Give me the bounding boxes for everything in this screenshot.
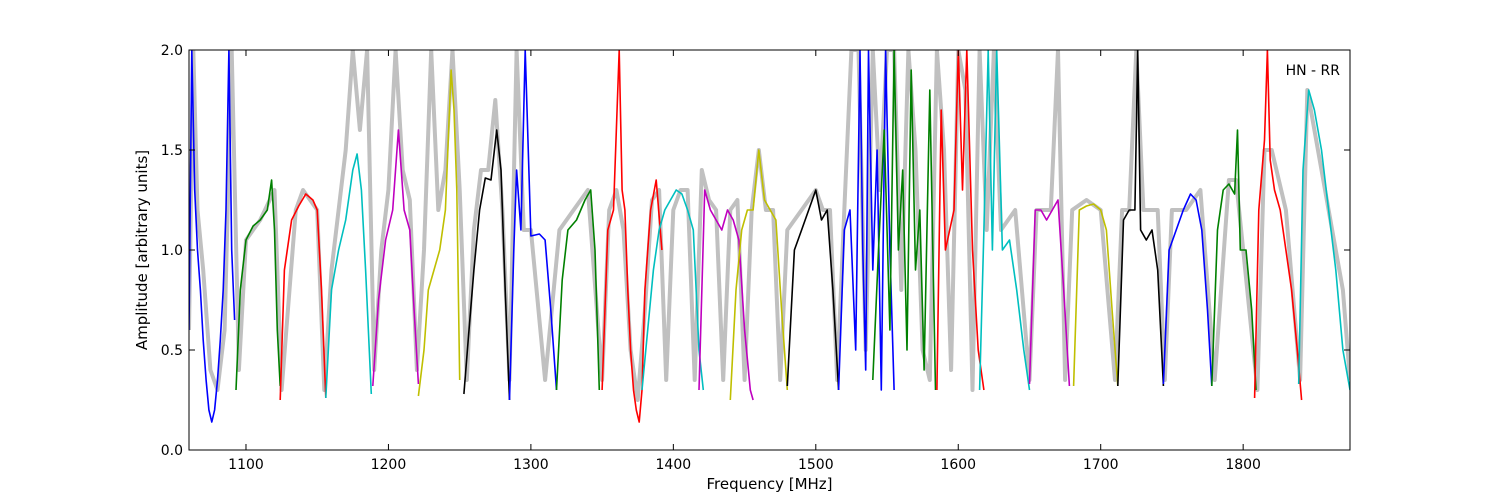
x-tick-label: 1600	[940, 457, 976, 473]
series-line-11	[641, 189, 705, 391]
x-tick-label: 1200	[371, 457, 407, 473]
series-line-19	[1028, 199, 1071, 387]
x-tick-label: 1700	[1083, 457, 1119, 473]
y-tick-label: 1.5	[161, 143, 183, 159]
y-tick-label: 0.5	[161, 343, 183, 359]
series-line-9	[555, 189, 601, 391]
x-tick-label: 1400	[656, 457, 692, 473]
chart-annotation: HN - RR	[1286, 63, 1341, 79]
y-tick-label: 2.0	[161, 43, 183, 59]
y-tick-label: 1.0	[161, 243, 183, 259]
plot-area	[189, 50, 1350, 423]
axis-ticks: 1100 1200 1300 1400 1500 1600 1700 1800 0.0 0.5 1.…	[161, 43, 1350, 473]
series-line-4	[325, 153, 373, 399]
x-tick-label: 1100	[228, 457, 264, 473]
series-line-7	[463, 129, 511, 401]
x-tick-label: 1800	[1225, 457, 1261, 473]
series-line-2	[235, 179, 281, 391]
series-line-15	[837, 50, 895, 391]
x-tick-label: 1500	[798, 457, 834, 473]
series-line-20	[1072, 203, 1119, 387]
series-line-24	[1253, 50, 1303, 401]
series-line-5	[372, 129, 420, 387]
series-line-23	[1211, 129, 1257, 391]
series-line-17	[936, 50, 985, 391]
series-line-16	[872, 50, 937, 391]
x-axis-title: Frequency [MHz]	[706, 475, 832, 493]
y-axis-title: Amplitude [arbitrary units]	[133, 150, 151, 350]
series-line-3	[279, 193, 327, 401]
y-tick-label: 0.0	[161, 443, 183, 459]
series-line-13	[729, 149, 789, 401]
x-tick-label: 1300	[513, 457, 549, 473]
series-line-22	[1162, 193, 1213, 387]
series-line-21	[1117, 50, 1165, 387]
series-line-10	[601, 50, 663, 423]
series-line-12	[698, 189, 754, 401]
series-line-8	[508, 50, 558, 401]
series-line-14	[786, 189, 840, 391]
series-line-6	[417, 69, 461, 397]
series-line-25	[1297, 89, 1350, 391]
series-line-1	[189, 50, 236, 423]
series-line-18	[978, 50, 1031, 391]
